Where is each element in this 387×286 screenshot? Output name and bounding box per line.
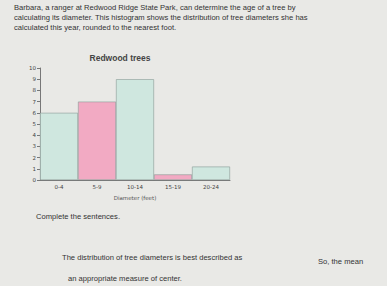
html-text:The distribution of tree diame: The distribution of tree diameters is be… — [62, 253, 243, 262]
svg-text:20-24: 20-24 — [203, 184, 219, 190]
html-text:calculated this year, rounded: calculated this year, rounded to the nea… — [14, 23, 177, 32]
svg-text:15-19: 15-19 — [165, 184, 181, 190]
svg-text:Redwood trees: Redwood trees — [90, 53, 151, 63]
svg-text:0-4: 0-4 — [55, 184, 64, 190]
svg-text:2: 2 — [33, 155, 37, 161]
html-text:Complete the sentences.: Complete the sentences. — [36, 212, 120, 221]
svg-text:0: 0 — [33, 177, 37, 183]
svg-text:1: 1 — [33, 166, 37, 172]
svg-text:3: 3 — [33, 143, 37, 149]
svg-text:9: 9 — [33, 76, 37, 82]
svg-text:5: 5 — [33, 121, 37, 127]
html-text:Barbara, a ranger at Redwood R: Barbara, a ranger at Redwood Ridge State… — [14, 3, 296, 12]
html-text:calculating its diameter. This: calculating its diameter. This histogram… — [14, 13, 308, 22]
svg-text:7: 7 — [33, 99, 37, 105]
svg-text:10-14: 10-14 — [127, 184, 143, 190]
svg-text:6: 6 — [33, 110, 37, 116]
svg-text:4: 4 — [33, 132, 37, 138]
svg-text:Diameter (feet): Diameter (feet) — [114, 195, 157, 201]
html-text:So, the mean: So, the mean — [318, 257, 364, 266]
svg-text:10: 10 — [29, 65, 36, 71]
svg-text:5-9: 5-9 — [93, 184, 102, 190]
svg-text:8: 8 — [33, 87, 37, 93]
html-text:an appropriate measure of cent: an appropriate measure of center. — [68, 274, 182, 283]
